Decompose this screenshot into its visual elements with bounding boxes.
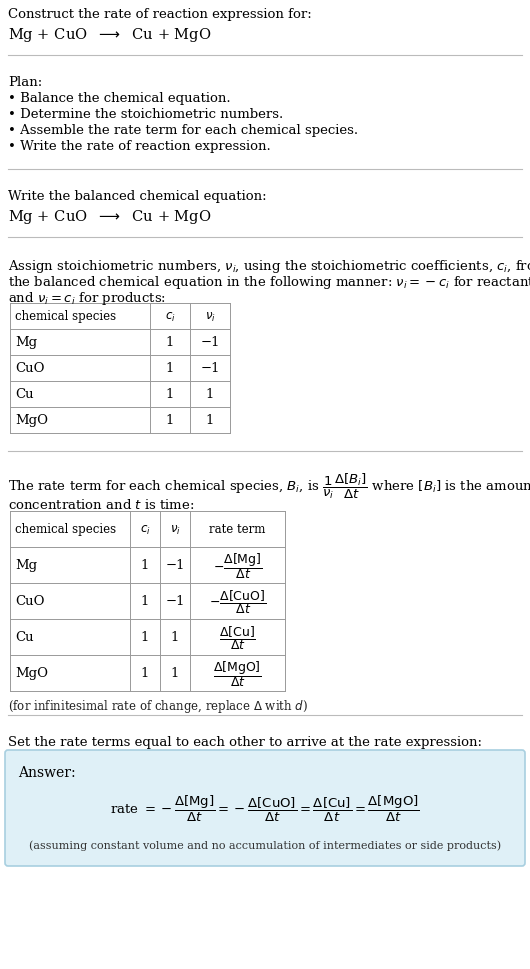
Text: −1: −1 bbox=[200, 336, 220, 349]
Text: Plan:: Plan: bbox=[8, 76, 42, 89]
Text: 1: 1 bbox=[206, 414, 214, 427]
FancyBboxPatch shape bbox=[5, 750, 525, 866]
Text: $c_i$: $c_i$ bbox=[165, 310, 175, 324]
Text: $\dfrac{\Delta[\mathrm{MgO}]}{\Delta t}$: $\dfrac{\Delta[\mathrm{MgO}]}{\Delta t}$ bbox=[213, 658, 262, 688]
Text: and $\nu_i = c_i$ for products:: and $\nu_i = c_i$ for products: bbox=[8, 290, 166, 306]
Text: Construct the rate of reaction expression for:: Construct the rate of reaction expressio… bbox=[8, 8, 312, 21]
Text: Assign stoichiometric numbers, $\nu_i$, using the stoichiometric coefficients, $: Assign stoichiometric numbers, $\nu_i$, … bbox=[8, 258, 530, 275]
Text: 1: 1 bbox=[166, 336, 174, 349]
Text: Cu: Cu bbox=[15, 631, 33, 643]
Text: rate term: rate term bbox=[209, 523, 266, 536]
Text: $\nu_i$: $\nu_i$ bbox=[170, 523, 180, 536]
Text: the balanced chemical equation in the following manner: $\nu_i = -c_i$ for react: the balanced chemical equation in the fo… bbox=[8, 273, 530, 291]
Text: Set the rate terms equal to each other to arrive at the rate expression:: Set the rate terms equal to each other t… bbox=[8, 735, 482, 748]
Text: −1: −1 bbox=[165, 559, 185, 572]
Text: Mg: Mg bbox=[15, 559, 37, 572]
Text: 1: 1 bbox=[171, 667, 179, 680]
Text: MgO: MgO bbox=[15, 414, 48, 427]
Text: MgO: MgO bbox=[15, 667, 48, 680]
Text: (assuming constant volume and no accumulation of intermediates or side products): (assuming constant volume and no accumul… bbox=[29, 839, 501, 850]
Text: CuO: CuO bbox=[15, 362, 45, 375]
Text: 1: 1 bbox=[171, 631, 179, 643]
Text: 1: 1 bbox=[166, 362, 174, 375]
Text: CuO: CuO bbox=[15, 595, 45, 608]
Text: $\nu_i$: $\nu_i$ bbox=[205, 310, 215, 324]
Text: 1: 1 bbox=[141, 667, 149, 680]
Text: Mg + CuO  $\longrightarrow$  Cu + MgO: Mg + CuO $\longrightarrow$ Cu + MgO bbox=[8, 26, 211, 44]
Text: $-\dfrac{\Delta[\mathrm{CuO}]}{\Delta t}$: $-\dfrac{\Delta[\mathrm{CuO}]}{\Delta t}… bbox=[209, 587, 266, 615]
Text: 1: 1 bbox=[206, 389, 214, 401]
Text: $c_i$: $c_i$ bbox=[139, 523, 151, 536]
Text: 1: 1 bbox=[141, 631, 149, 643]
Text: 1: 1 bbox=[166, 389, 174, 401]
Text: 1: 1 bbox=[141, 559, 149, 572]
Text: Cu: Cu bbox=[15, 389, 33, 401]
Text: $\dfrac{\Delta[\mathrm{Cu}]}{\Delta t}$: $\dfrac{\Delta[\mathrm{Cu}]}{\Delta t}$ bbox=[219, 623, 256, 651]
Text: −1: −1 bbox=[200, 362, 220, 375]
Text: The rate term for each chemical species, $B_i$, is $\dfrac{1}{\nu_i}\dfrac{\Delt: The rate term for each chemical species,… bbox=[8, 472, 530, 501]
Text: chemical species: chemical species bbox=[15, 523, 116, 536]
Text: rate $= -\dfrac{\Delta[\mathrm{Mg}]}{\Delta t} = -\dfrac{\Delta[\mathrm{CuO}]}{\: rate $= -\dfrac{\Delta[\mathrm{Mg}]}{\De… bbox=[110, 794, 420, 824]
Text: Answer:: Answer: bbox=[18, 766, 76, 779]
Text: • Assemble the rate term for each chemical species.: • Assemble the rate term for each chemic… bbox=[8, 124, 358, 137]
Text: chemical species: chemical species bbox=[15, 310, 116, 324]
Text: Mg: Mg bbox=[15, 336, 37, 349]
Text: 1: 1 bbox=[166, 414, 174, 427]
Text: Mg + CuO  $\longrightarrow$  Cu + MgO: Mg + CuO $\longrightarrow$ Cu + MgO bbox=[8, 207, 211, 226]
Text: Write the balanced chemical equation:: Write the balanced chemical equation: bbox=[8, 190, 267, 203]
Text: concentration and $t$ is time:: concentration and $t$ is time: bbox=[8, 497, 195, 512]
Text: • Determine the stoichiometric numbers.: • Determine the stoichiometric numbers. bbox=[8, 108, 283, 121]
Text: • Write the rate of reaction expression.: • Write the rate of reaction expression. bbox=[8, 140, 271, 153]
Text: $-\dfrac{\Delta[\mathrm{Mg}]}{\Delta t}$: $-\dfrac{\Delta[\mathrm{Mg}]}{\Delta t}$ bbox=[213, 550, 262, 580]
Text: • Balance the chemical equation.: • Balance the chemical equation. bbox=[8, 92, 231, 105]
Text: (for infinitesimal rate of change, replace $\Delta$ with $d$): (for infinitesimal rate of change, repla… bbox=[8, 698, 308, 714]
Text: 1: 1 bbox=[141, 595, 149, 608]
Text: −1: −1 bbox=[165, 595, 185, 608]
